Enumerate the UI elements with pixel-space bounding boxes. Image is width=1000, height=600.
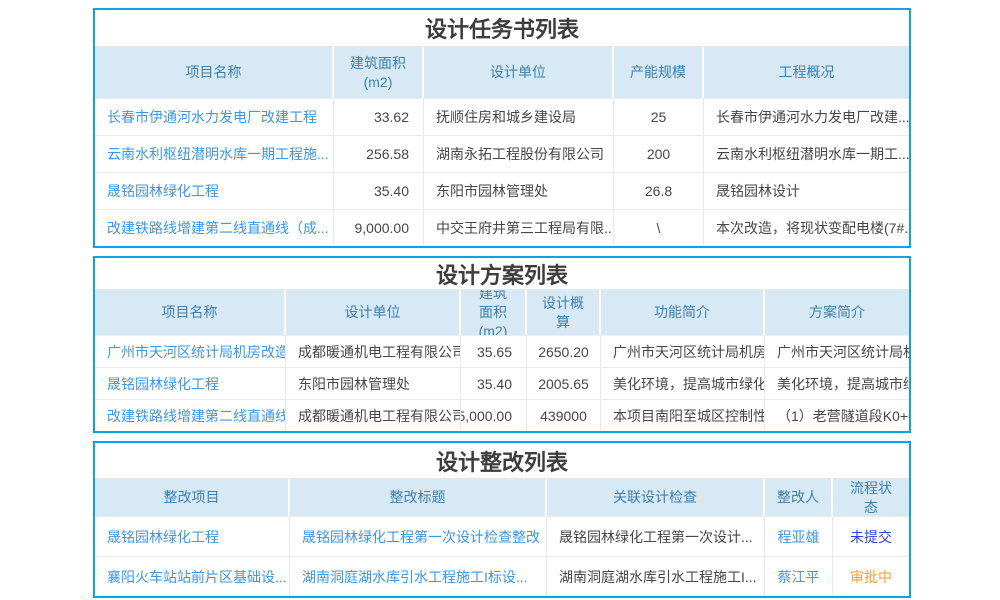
- design-unit-value: 中交王府井第三工程局有限...: [424, 210, 614, 246]
- page-content: 设计任务书列表 项目名称 建筑面积 (m2) 设计单位 产能规模 工程概况 长春…: [93, 8, 911, 600]
- table-row: 晟铭园林绿化工程 晟铭园林绿化工程第一次设计检查整改 晟铭园林绿化工程第一次设计…: [95, 516, 909, 556]
- function-intro-value: 本项目南阳至城区控制性...: [601, 400, 765, 431]
- column-header-design-unit: 设计单位: [424, 47, 614, 98]
- design-estimate-value: 2005.65: [527, 368, 601, 399]
- design-unit-value: 东阳市园林管理处: [424, 173, 614, 209]
- project-name-link[interactable]: 晟铭园林绿化工程: [95, 173, 334, 209]
- function-intro-value: 美化环境，提高城市绿化...: [601, 368, 765, 399]
- building-area-value: 35.40: [334, 173, 424, 209]
- project-name-link[interactable]: 云南水利枢纽潜明水库一期工程施...: [95, 136, 334, 172]
- rectify-project-link[interactable]: 晟铭园林绿化工程: [95, 517, 290, 556]
- design-unit-value: 抚顺住房和城乡建设局: [424, 99, 614, 135]
- building-area-value: 35.40: [461, 368, 527, 399]
- column-header-design-estimate: 设计概算: [527, 290, 601, 335]
- design-plan-panel-title: 设计方案列表: [95, 258, 909, 290]
- column-header-flow-status: 流程状态: [850, 479, 892, 515]
- task-book-header-row: 项目名称 建筑面积 (m2) 设计单位 产能规模 工程概况: [95, 47, 909, 98]
- building-area-value: 5,000.00: [461, 400, 527, 431]
- table-row: 广州市天河区统计局机房改造... 成都暖通机电工程有限公司 35.65 2650…: [95, 335, 909, 367]
- building-area-value: 9,000.00: [334, 210, 424, 246]
- project-overview-value: 晟铭园林设计: [716, 183, 800, 199]
- building-area-value: 33.62: [334, 99, 424, 135]
- capacity-scale-value: \: [614, 210, 704, 246]
- table-row: 改建铁路线增建第二线直通线... 成都暖通机电工程有限公司 5,000.00 4…: [95, 399, 909, 431]
- rectify-project-link[interactable]: 襄阳火车站站前片区基础设...: [95, 557, 290, 596]
- table-row: 云南水利枢纽潜明水库一期工程施... 256.58 湖南永拓工程股份有限公司 2…: [95, 135, 909, 172]
- project-name-link[interactable]: 晟铭园林绿化工程: [95, 368, 286, 399]
- design-unit-value: 湖南永拓工程股份有限公司: [424, 136, 614, 172]
- capacity-scale-value: 26.8: [614, 173, 704, 209]
- column-header-project-name: 项目名称: [95, 290, 286, 335]
- project-overview-value: 本次改造，将现状变配电楼(7#...: [716, 220, 909, 236]
- design-unit-value: 成都暖通机电工程有限公司: [286, 400, 461, 431]
- table-row: 长春市伊通河水力发电厂改建工程 33.62 抚顺住房和城乡建设局 25 长春市伊…: [95, 98, 909, 135]
- column-header-function-intro: 功能简介: [601, 290, 765, 335]
- capacity-scale-value: 25: [614, 99, 704, 135]
- column-header-building-area: 建筑面积 (m2): [334, 47, 424, 98]
- table-row: 晟铭园林绿化工程 35.40 东阳市园林管理处 26.8 晟铭园林设计: [95, 172, 909, 209]
- project-overview-value: 云南水利枢纽潜明水库一期工...: [716, 146, 909, 162]
- column-header-rectifier: 整改人: [765, 479, 833, 516]
- column-header-project-overview: 工程概况: [778, 64, 835, 81]
- project-name-link[interactable]: 改建铁路线增建第二线直通线（成...: [95, 210, 334, 246]
- related-inspection-value: 晟铭园林绿化工程第一次设计...: [547, 517, 765, 556]
- design-plan-panel: 设计方案列表 项目名称 设计单位 建筑面积 (m2) 设计概算 功能简介 方案简…: [93, 256, 911, 433]
- flow-status-badge: 未提交: [850, 528, 892, 545]
- related-inspection-value: 湖南洞庭湖水库引水工程施工I...: [547, 557, 765, 596]
- column-header-rectify-project: 整改项目: [95, 479, 290, 516]
- project-name-link[interactable]: 改建铁路线增建第二线直通线...: [95, 400, 286, 431]
- project-overview-value: 长春市伊通河水力发电厂改建...: [716, 109, 909, 125]
- rectify-title-link[interactable]: 湖南洞庭湖水库引水工程施工I标设...: [290, 557, 547, 596]
- design-rectification-panel: 设计整改列表 整改项目 整改标题 关联设计检查 整改人 流程状态 晟铭园林绿化工…: [93, 441, 911, 598]
- flow-status-badge: 审批中: [850, 568, 892, 585]
- task-book-panel-title: 设计任务书列表: [95, 10, 909, 47]
- capacity-scale-value: 200: [614, 136, 704, 172]
- building-area-value: 256.58: [334, 136, 424, 172]
- plan-intro-value: （1）老营隧道段K0+000...: [777, 407, 909, 424]
- design-estimate-value: 439000: [527, 400, 601, 431]
- project-name-link[interactable]: 广州市天河区统计局机房改造...: [95, 336, 286, 367]
- table-row: 晟铭园林绿化工程 东阳市园林管理处 35.40 2005.65 美化环境，提高城…: [95, 367, 909, 399]
- column-header-rectify-title: 整改标题: [290, 479, 547, 516]
- column-header-related-inspection: 关联设计检查: [547, 479, 765, 516]
- rectifier-name[interactable]: 程亚雄: [765, 517, 833, 556]
- rectifier-name[interactable]: 蔡江平: [765, 557, 833, 596]
- column-header-plan-intro: 方案简介: [809, 304, 865, 321]
- project-name-link[interactable]: 长春市伊通河水力发电厂改建工程: [95, 99, 334, 135]
- rectify-title-link[interactable]: 晟铭园林绿化工程第一次设计检查整改: [290, 517, 547, 556]
- column-header-design-unit: 设计单位: [286, 290, 461, 335]
- design-task-book-panel: 设计任务书列表 项目名称 建筑面积 (m2) 设计单位 产能规模 工程概况 长春…: [93, 8, 911, 248]
- rectification-panel-title: 设计整改列表: [95, 443, 909, 479]
- column-header-capacity-scale: 产能规模: [614, 47, 704, 98]
- column-header-building-area: 建筑面积 (m2): [461, 290, 527, 335]
- table-row: 改建铁路线增建第二线直通线（成... 9,000.00 中交王府井第三工程局有限…: [95, 209, 909, 246]
- design-plan-header-row: 项目名称 设计单位 建筑面积 (m2) 设计概算 功能简介 方案简介: [95, 290, 909, 335]
- design-unit-value: 东阳市园林管理处: [286, 368, 461, 399]
- column-header-project-name: 项目名称: [95, 47, 334, 98]
- plan-intro-value: 广州市天河区统计局机房...: [777, 343, 909, 360]
- design-unit-value: 成都暖通机电工程有限公司: [286, 336, 461, 367]
- design-estimate-value: 2650.20: [527, 336, 601, 367]
- rectification-header-row: 整改项目 整改标题 关联设计检查 整改人 流程状态: [95, 479, 909, 516]
- plan-intro-value: 美化环境，提高城市绿化...: [777, 375, 909, 392]
- table-row: 襄阳火车站站前片区基础设... 湖南洞庭湖水库引水工程施工I标设... 湖南洞庭…: [95, 556, 909, 596]
- building-area-value: 35.65: [461, 336, 527, 367]
- function-intro-value: 广州市天河区统计局机房...: [601, 336, 765, 367]
